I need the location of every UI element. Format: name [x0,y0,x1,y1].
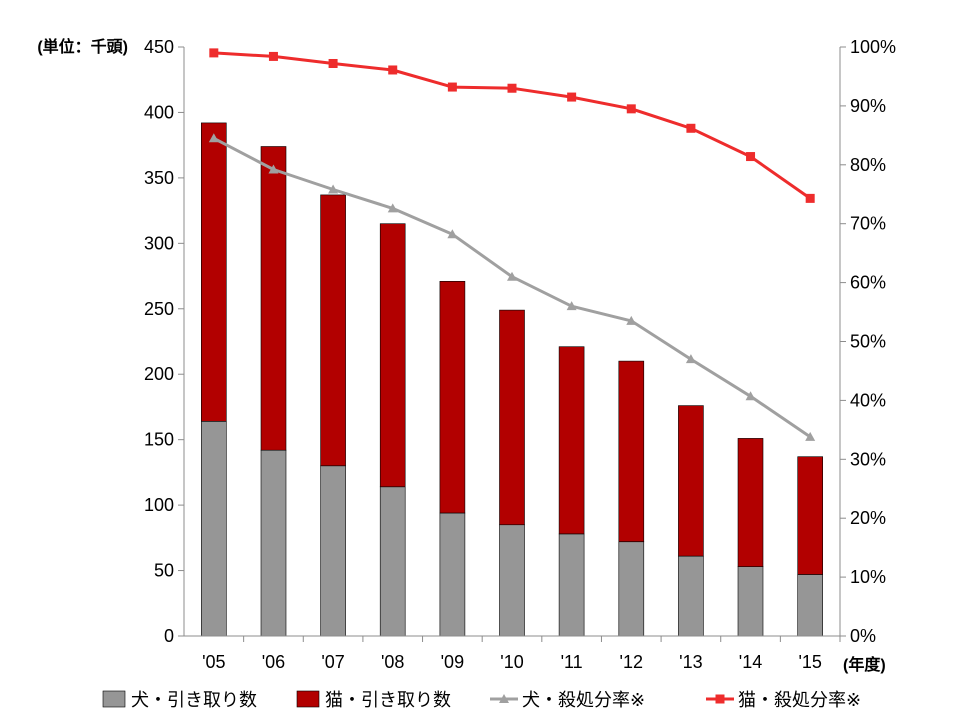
y-right-tick-label-10: 100% [850,37,896,57]
bar-dog-7 [618,541,645,637]
x-tick-label-2: '07 [321,652,344,672]
x-tick-label-9: '14 [739,652,762,672]
point-cat-rate-5 [507,83,517,93]
bar-cat-10 [797,456,824,575]
legend-marker-cat-rate [715,694,725,704]
x-tick-label-10: '15 [798,652,821,672]
point-dog-rate-3 [387,203,398,213]
legend-marker-dog-rate [499,694,509,703]
legend-label-cat-bar: 猫・引き取り数 [325,690,451,710]
point-cat-rate-8 [686,123,696,133]
bar-dog-0 [201,420,227,637]
lines-layer [208,48,816,441]
bars-layer [201,122,824,637]
y-left-tick-label-2: 100 [144,495,174,515]
y-left-tick-label-5: 250 [144,299,174,319]
bar-dog-9 [737,566,764,637]
point-dog-rate-6 [566,301,577,311]
bar-dog-5 [499,524,525,637]
y-right-tick-label-2: 20% [850,508,886,528]
x-tick-label-7: '12 [620,652,643,672]
legend-label-dog-rate: 犬・殺処分率※ [522,690,645,710]
point-cat-rate-0 [209,48,219,58]
x-tick-label-4: '09 [441,652,464,672]
y-right-tick-label-8: 80% [850,155,886,175]
y-left-tick-label-7: 350 [144,168,174,188]
y-axis-unit-label: (単位：千頭) [37,37,128,56]
bar-cat-5 [499,309,525,526]
x-tick-label-8: '13 [679,652,702,672]
bar-cat-7 [618,360,645,543]
y-left-tick-label-4: 200 [144,364,174,384]
x-tick-label-6: '11 [561,652,583,672]
point-dog-rate-2 [328,184,339,194]
bar-cat-8 [678,405,704,557]
point-cat-rate-1 [268,51,278,61]
bar-dog-6 [558,533,585,637]
point-cat-rate-3 [388,65,398,75]
point-dog-rate-1 [268,164,279,174]
y-left-tick-label-0: 0 [164,626,174,646]
y-right-tick-label-3: 30% [850,449,886,469]
x-tick-label-5: '10 [500,652,523,672]
x-tick-label-3: '08 [381,652,404,672]
bar-cat-6 [558,346,585,535]
bar-cat-0 [201,122,227,422]
x-tick-label-1: '06 [262,652,285,672]
y-right-tick-label-5: 50% [850,332,886,352]
point-dog-rate-8 [685,354,696,364]
legend-label-dog-bar: 犬・引き取り数 [131,690,257,710]
legend: 犬・引き取り数 猫・引き取り数 犬・殺処分率※ 猫・殺処分率※ [102,690,861,710]
point-cat-rate-2 [328,58,338,68]
y-left-tick-label-9: 450 [144,37,174,57]
y-right-tick-label-0: 0% [850,626,876,646]
y-right-tick-label-9: 90% [850,96,886,116]
line-cat-rate [213,51,812,200]
point-dog-rate-4 [447,229,458,239]
point-cat-rate-7 [626,104,636,114]
bar-dog-8 [678,555,704,637]
y-right-tick-label-1: 10% [850,567,886,587]
bar-cat-9 [737,438,764,567]
y-left-tick-label-8: 400 [144,102,174,122]
point-dog-rate-10 [805,431,816,441]
point-dog-rate-0 [208,133,219,143]
legend-swatch-dog-bar [102,690,126,708]
bar-dog-4 [439,512,466,637]
legend-label-cat-rate: 猫・殺処分率※ [738,690,861,710]
point-dog-rate-5 [507,271,517,281]
y-right-tick-label-4: 40% [850,390,886,410]
y-right-tick-label-6: 60% [850,273,886,293]
x-tick-label-0: '05 [202,652,225,672]
y-left-tick-label-1: 50 [154,561,174,581]
y-left-tick-label-3: 150 [144,430,174,450]
point-cat-rate-6 [567,92,577,102]
point-cat-rate-4 [447,82,457,92]
bar-cat-4 [439,280,466,514]
x-axis-unit-label: (年度) [843,655,886,674]
point-dog-rate-7 [626,315,637,325]
bar-dog-10 [797,574,824,637]
point-cat-rate-10 [805,193,815,203]
point-dog-rate-9 [745,391,756,401]
legend-swatch-cat-bar [296,690,320,708]
y-left-tick-label-6: 300 [144,233,174,253]
bar-dog-1 [260,449,287,637]
bar-cat-2 [320,194,346,467]
y-right-tick-label-7: 70% [850,214,886,234]
bar-dog-3 [379,486,406,637]
ticks-layer: 0 50 100 150 200 250 300 350 400 450 0% 10% 20% 30% 40… [144,37,896,672]
bar-cat-3 [379,223,406,488]
bar-cat-1 [260,146,287,451]
bar-dog-2 [320,465,346,637]
point-cat-rate-9 [746,152,756,162]
